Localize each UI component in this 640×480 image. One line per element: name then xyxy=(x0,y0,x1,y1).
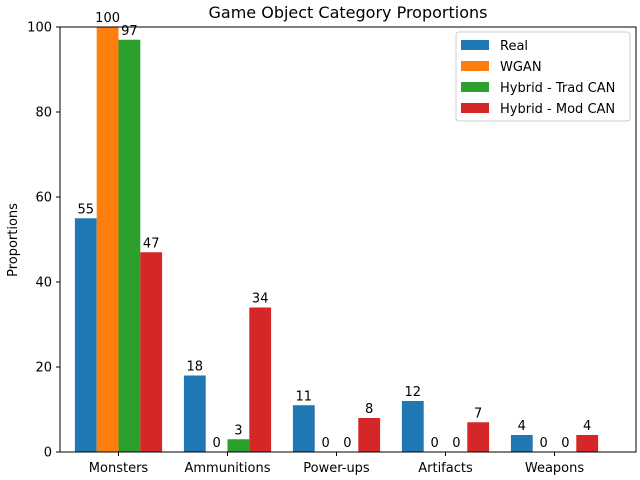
data-label: 11 xyxy=(296,389,313,404)
data-label: 0 xyxy=(212,436,220,451)
data-label: 0 xyxy=(343,436,351,451)
bar-hybrid-trad-can-monsters xyxy=(118,39,141,452)
bar-real-power-ups xyxy=(292,405,315,452)
data-label: 100 xyxy=(95,11,120,26)
y-tick-label: 100 xyxy=(27,21,52,36)
bar-hybrid-mod-can-artifacts xyxy=(467,422,490,452)
y-tick-label: 0 xyxy=(44,446,52,461)
legend-swatch xyxy=(461,82,489,92)
data-label: 0 xyxy=(539,436,547,451)
legend-swatch xyxy=(461,61,489,71)
data-label: 7 xyxy=(474,406,482,421)
data-label: 0 xyxy=(321,436,329,451)
legend-label: Real xyxy=(500,39,528,54)
y-tick-label: 20 xyxy=(35,361,52,376)
data-label: 4 xyxy=(583,419,591,434)
x-tick-label: Monsters xyxy=(89,461,149,476)
data-label: 12 xyxy=(405,385,422,400)
data-label: 47 xyxy=(143,236,160,251)
bar-hybrid-trad-can-ammunitions xyxy=(227,439,250,452)
legend-label: WGAN xyxy=(500,60,542,75)
legend: Real WGAN Hybrid - Trad CAN Hybrid - Mod CA… xyxy=(455,31,631,122)
legend-label: Hybrid - Trad CAN xyxy=(500,81,615,96)
bar-real-ammunitions xyxy=(183,375,206,452)
legend-label: Hybrid - Mod CAN xyxy=(500,102,615,117)
legend-swatch xyxy=(461,103,489,113)
data-label: 4 xyxy=(518,419,526,434)
bar-real-weapons xyxy=(510,435,533,452)
bar-wgan-monsters xyxy=(96,27,119,452)
legend-box xyxy=(455,31,631,122)
data-label: 3 xyxy=(234,423,242,438)
plot-frame xyxy=(59,26,637,453)
bar-real-artifacts xyxy=(401,401,424,452)
bars-group xyxy=(74,27,599,452)
y-tick-label: 40 xyxy=(35,276,52,291)
x-tick-label: Artifacts xyxy=(418,461,473,476)
bar-hybrid-mod-can-ammunitions xyxy=(249,307,272,452)
y-tick-label: 80 xyxy=(35,106,52,121)
data-label: 0 xyxy=(561,436,569,451)
data-label: 97 xyxy=(121,24,138,39)
bar-hybrid-mod-can-power-ups xyxy=(358,418,381,452)
chart-title: Game Object Category Proportions xyxy=(209,3,488,22)
x-tick-label: Weapons xyxy=(525,461,585,476)
x-tick-label: Ammunitions xyxy=(185,461,271,476)
y-axis-label: Proportions xyxy=(6,203,21,277)
data-label: 0 xyxy=(430,436,438,451)
data-label: 0 xyxy=(452,436,460,451)
bar-hybrid-mod-can-monsters xyxy=(140,252,163,452)
y-tick-label: 60 xyxy=(35,191,52,206)
data-label: 34 xyxy=(252,292,269,307)
bar-real-monsters xyxy=(74,218,97,452)
x-tick-label: Power-ups xyxy=(303,461,370,476)
legend-swatch xyxy=(461,40,489,50)
data-label: 8 xyxy=(365,402,373,417)
bar-hybrid-mod-can-weapons xyxy=(576,435,599,452)
data-label: 55 xyxy=(78,202,95,217)
data-label: 18 xyxy=(187,360,204,375)
